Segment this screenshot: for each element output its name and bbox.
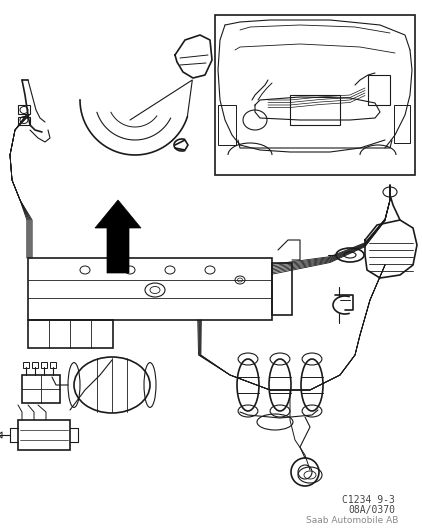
Bar — [28, 320, 113, 348]
Text: C1234 9-3: C1234 9-3 — [342, 495, 395, 505]
Bar — [290, 95, 340, 125]
Bar — [18, 105, 30, 114]
Bar — [28, 258, 272, 320]
Bar — [32, 362, 38, 368]
Bar — [22, 375, 60, 403]
Text: Saab Automobile AB: Saab Automobile AB — [306, 516, 398, 525]
Polygon shape — [95, 200, 141, 273]
Bar — [218, 105, 236, 145]
Text: 08A/0370: 08A/0370 — [348, 505, 395, 515]
Bar — [272, 263, 292, 315]
Bar — [368, 75, 390, 105]
Bar — [18, 117, 30, 125]
Bar — [215, 15, 415, 175]
Bar — [394, 105, 410, 143]
Bar — [23, 362, 29, 368]
Bar — [41, 362, 47, 368]
Bar — [50, 362, 56, 368]
Bar — [18, 420, 70, 450]
